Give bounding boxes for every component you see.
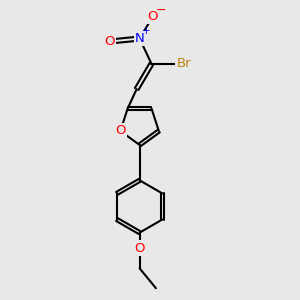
Text: O: O: [148, 10, 158, 23]
Text: O: O: [134, 242, 145, 255]
Text: O: O: [105, 35, 115, 48]
Text: +: +: [142, 26, 150, 36]
Text: −: −: [156, 4, 166, 17]
Text: O: O: [115, 124, 126, 137]
Text: N: N: [135, 32, 145, 45]
Text: Br: Br: [176, 57, 191, 70]
